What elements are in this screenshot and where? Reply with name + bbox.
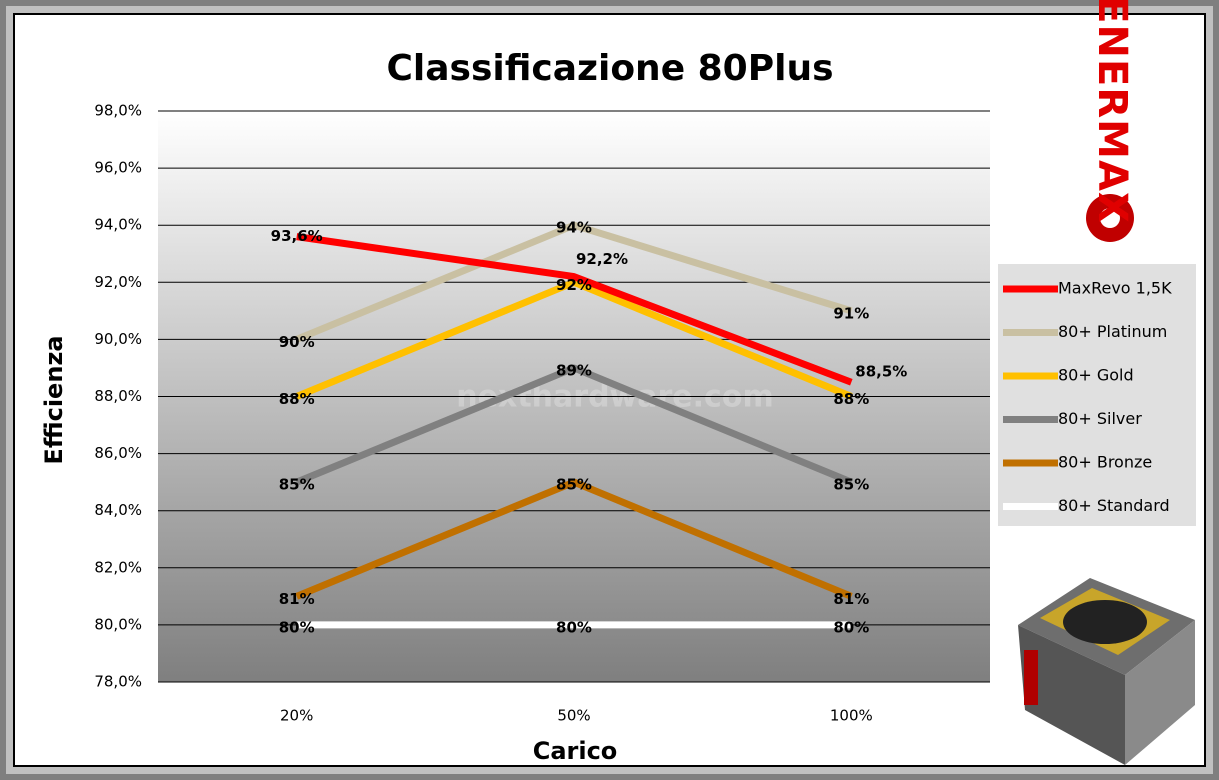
logo-gear-hole bbox=[1100, 208, 1120, 228]
chart-title: Classificazione 80Plus bbox=[386, 48, 833, 89]
series-line bbox=[295, 221, 853, 343]
data-label: 92% bbox=[556, 276, 592, 294]
y-tick-label: 84,0% bbox=[94, 501, 142, 519]
brand-logo: ENERMAX bbox=[1086, 0, 1135, 242]
y-tick-label: 92,0% bbox=[94, 273, 142, 291]
data-label: 81% bbox=[279, 590, 315, 608]
data-label: 93,6% bbox=[271, 227, 323, 245]
data-label: 89% bbox=[556, 361, 592, 379]
legend-box bbox=[998, 264, 1196, 526]
series-line bbox=[295, 478, 853, 600]
y-tick-label: 96,0% bbox=[94, 159, 142, 177]
data-label: 80% bbox=[279, 618, 315, 636]
legend-label: 80+ Silver bbox=[1058, 409, 1142, 428]
y-tick-label: 98,0% bbox=[94, 102, 142, 120]
legend-label: 80+ Standard bbox=[1058, 496, 1170, 515]
data-label: 94% bbox=[556, 219, 592, 237]
y-tick-label: 90,0% bbox=[94, 330, 142, 348]
legend-label: MaxRevo 1,5K bbox=[1058, 279, 1172, 298]
data-label: 81% bbox=[833, 590, 869, 608]
series-line bbox=[295, 364, 853, 486]
data-label: 91% bbox=[833, 304, 869, 322]
y-tick-label: 88,0% bbox=[94, 387, 142, 405]
brand-text: ENERMAX bbox=[1089, 0, 1135, 224]
x-tick-label: 100% bbox=[830, 707, 873, 725]
y-tick-label: 82,0% bbox=[94, 558, 142, 576]
data-label: 85% bbox=[833, 476, 869, 494]
y-tick-label: 86,0% bbox=[94, 444, 142, 462]
legend-label: 80+ Bronze bbox=[1058, 453, 1152, 472]
product-image bbox=[1018, 578, 1195, 765]
data-label: 80% bbox=[556, 618, 592, 636]
psu-fan bbox=[1063, 600, 1147, 644]
data-label: 90% bbox=[279, 333, 315, 351]
data-label: 88% bbox=[833, 390, 869, 408]
x-tick-label: 50% bbox=[557, 707, 590, 725]
x-tick-label: 20% bbox=[280, 707, 313, 725]
y-tick-label: 80,0% bbox=[94, 615, 142, 633]
psu-connectors bbox=[1024, 650, 1038, 705]
psu-side bbox=[1125, 620, 1195, 765]
x-axis-label: Carico bbox=[533, 737, 618, 765]
data-label: 88,5% bbox=[855, 363, 907, 381]
data-label: 85% bbox=[556, 476, 592, 494]
y-axis-label: Efficienza bbox=[40, 335, 68, 464]
series-line bbox=[296, 233, 853, 386]
series-line bbox=[295, 278, 853, 400]
data-label: 92,2% bbox=[576, 250, 628, 268]
y-tick-label: 94,0% bbox=[94, 216, 142, 234]
data-label: 80% bbox=[833, 618, 869, 636]
legend-label: 80+ Gold bbox=[1058, 366, 1134, 385]
psu-front bbox=[1018, 625, 1125, 765]
data-label: 85% bbox=[279, 476, 315, 494]
data-label: 88% bbox=[279, 390, 315, 408]
legend-label: 80+ Platinum bbox=[1058, 322, 1167, 341]
y-tick-label: 78,0% bbox=[94, 673, 142, 691]
